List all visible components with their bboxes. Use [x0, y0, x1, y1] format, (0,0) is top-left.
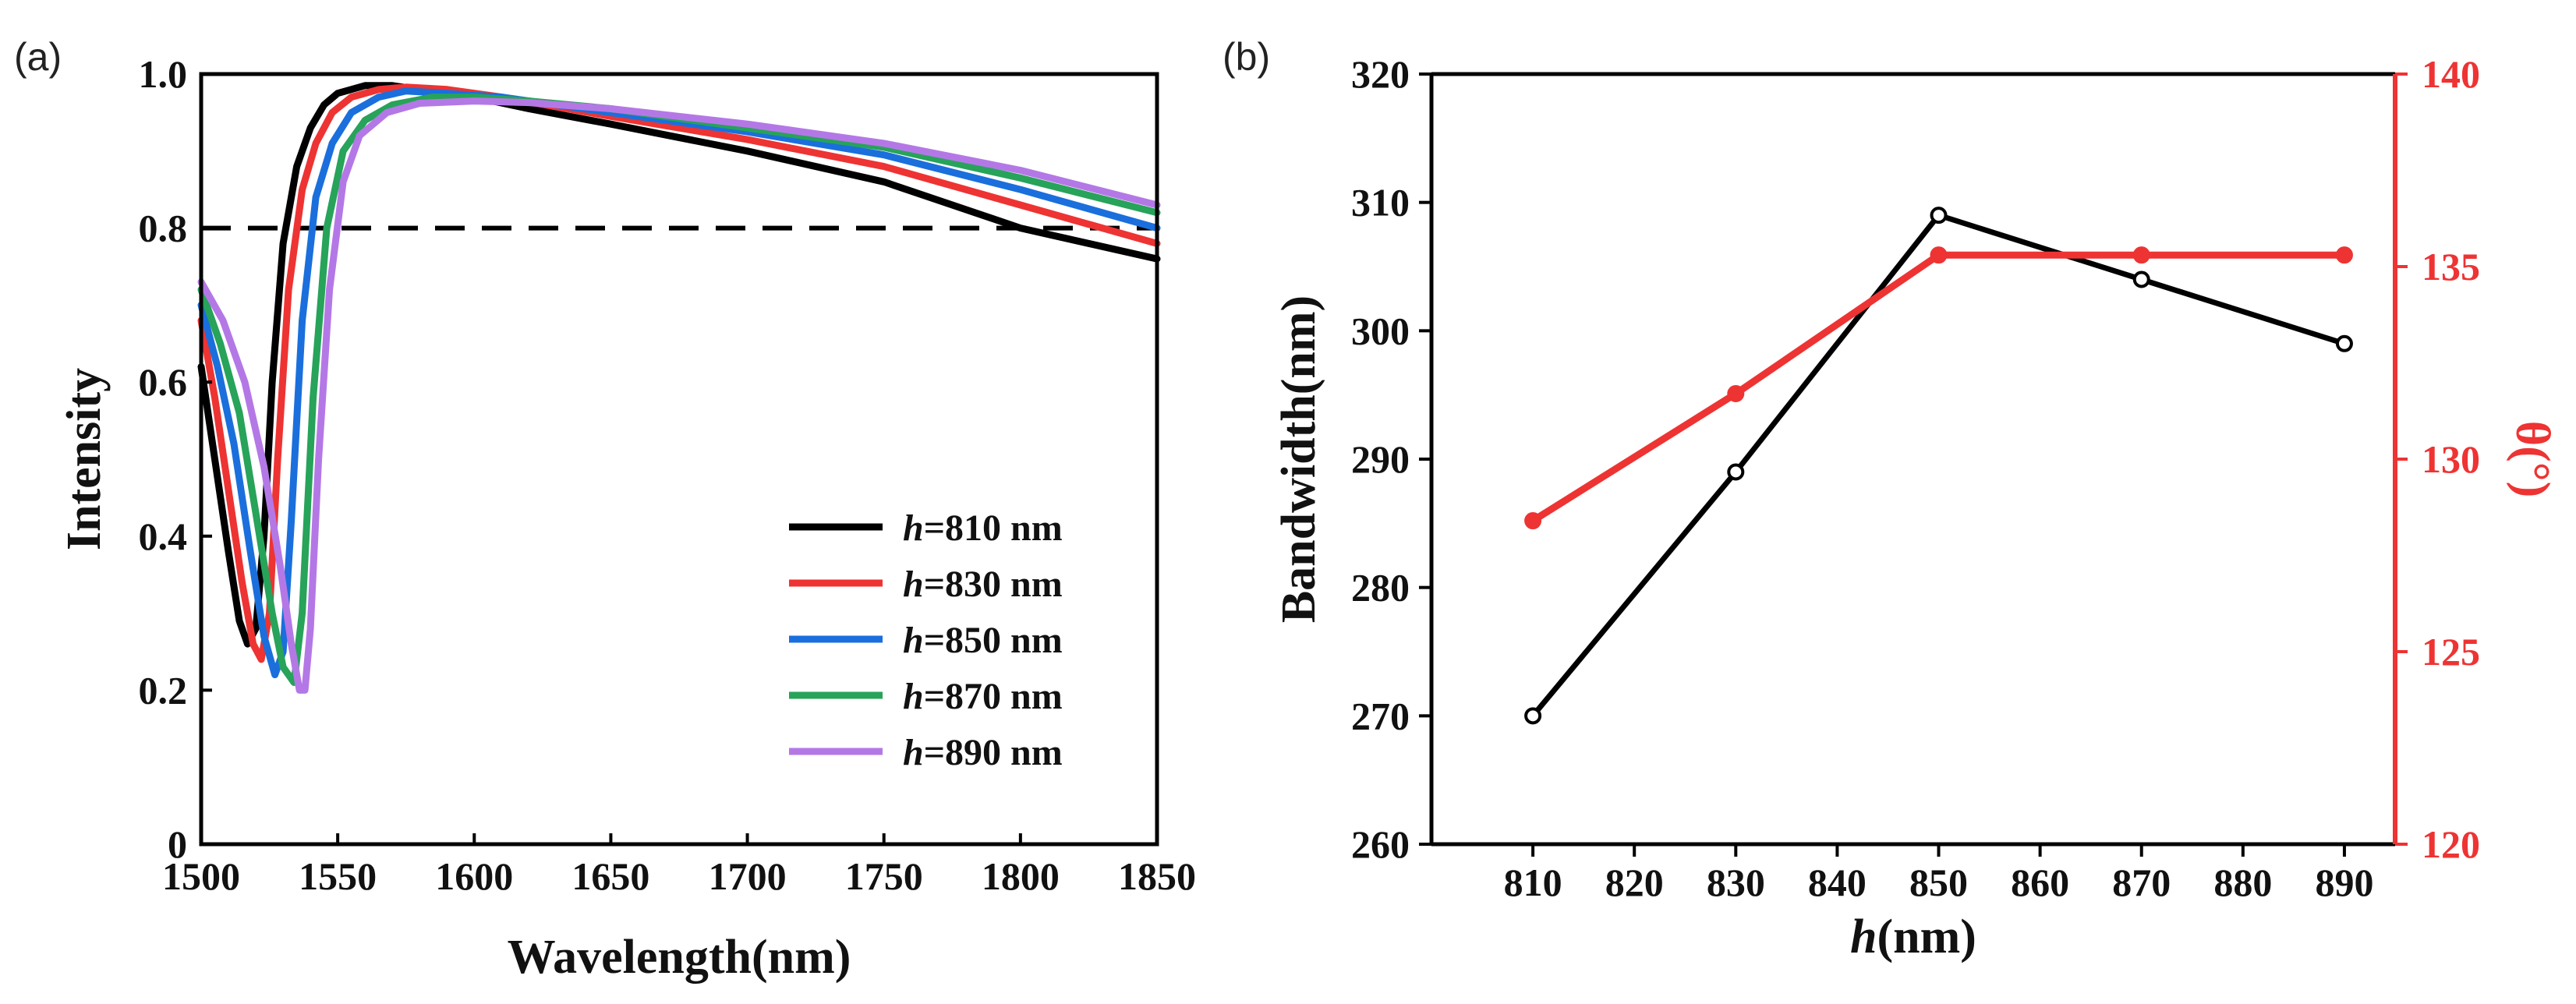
theta-point [2335, 246, 2353, 264]
theta-point [1727, 385, 1745, 403]
panel-b-plot-area [1524, 207, 2353, 725]
legend-label-italic: h [903, 564, 924, 605]
y-tick-label: 0.6 [139, 360, 188, 404]
panel-a-plot-area [197, 82, 1161, 694]
series-line-theta [1530, 251, 2344, 524]
panel-b-x-axis-label: h(nm) [1850, 910, 1976, 963]
legend-label-italic: h [903, 620, 924, 661]
legend-label-italic: h [903, 732, 924, 773]
x-tick-label: 860 [2011, 861, 2069, 904]
right-y-tick-label: 135 [2422, 245, 2480, 288]
series-line-850nm [197, 87, 1161, 679]
y-tick-label: 270 [1351, 694, 1410, 737]
x-tick-label: 890 [2315, 861, 2373, 904]
panel-b-y-ticks: 260 270 280 290 300 310 320 [1351, 52, 1431, 866]
series-line-810nm [197, 82, 1161, 648]
x-tick-label: 810 [1504, 861, 1562, 904]
y-tick-label: 0 [168, 822, 187, 866]
series-line-830nm [197, 83, 1161, 663]
y-tick-label: 300 [1351, 309, 1410, 352]
bandwidth-point [2335, 334, 2353, 352]
x-tick-label: 1500 [162, 854, 240, 898]
theta-point [2132, 246, 2150, 264]
panel-b-x-axis-label-rest: (nm) [1877, 910, 1976, 963]
theta-point [1524, 512, 1542, 530]
panel-b-x-ticks: 810 820 830 840 850 860 870 880 890 [1504, 844, 2373, 904]
x-tick-label: 1600 [435, 854, 513, 898]
panel-b-y-axis-label: Bandwidth(nm) [1272, 295, 1325, 623]
bandwidth-point [1524, 707, 1542, 725]
x-tick-label: 1800 [982, 854, 1060, 898]
legend-label-rest: =870 nm [924, 676, 1063, 717]
y-tick-label: 1.0 [139, 52, 188, 96]
y-tick-label: 0.4 [139, 514, 188, 558]
panel-b-right-y-axis-label: θ(°) [2506, 421, 2559, 497]
y-tick-label: 0.8 [139, 207, 188, 250]
bandwidth-point [1727, 463, 1745, 481]
legend-label: h=830 nm [903, 564, 1063, 605]
x-tick-label: 1850 [1118, 854, 1196, 898]
panel-a-label: (a) [14, 35, 62, 79]
x-tick-label: 840 [1808, 861, 1867, 904]
bandwidth-point [2132, 270, 2150, 288]
legend-label-rest: =850 nm [924, 620, 1063, 661]
y-tick-label: 290 [1351, 437, 1410, 481]
legend-label-italic: h [903, 676, 924, 717]
y-tick-label: 0.2 [139, 668, 188, 712]
theta-point [1930, 246, 1948, 264]
panel-a-frame [199, 72, 1159, 847]
panel-b-right-y-ticks: 120 125 130 135 140 [2395, 52, 2480, 866]
right-y-tick-label: 120 [2422, 822, 2480, 866]
y-tick-label: 310 [1351, 181, 1410, 224]
panel-a-y-axis-label: Intensity [58, 368, 111, 550]
y-tick-label: 260 [1351, 822, 1410, 866]
panel-a-legend: h=810 nmh=830 nmh=850 nmh=870 nmh=890 nm [789, 507, 1063, 773]
panel-b-x-axis-label-italic: h [1850, 910, 1877, 963]
legend-label-rest: =810 nm [924, 507, 1063, 549]
panel-a-x-axis-label: Wavelength(nm) [508, 931, 851, 984]
legend-label: h=870 nm [903, 676, 1063, 717]
right-y-tick-label: 130 [2422, 437, 2480, 481]
panel-a: (a) 1500 1550 1600 1650 1700 1750 1800 1850 0 0.… [14, 35, 1196, 984]
x-tick-label: 870 [2112, 861, 2171, 904]
x-tick-label: 830 [1707, 861, 1765, 904]
right-y-tick-label: 140 [2422, 52, 2480, 96]
y-tick-label: 320 [1351, 52, 1410, 96]
legend-label: h=890 nm [903, 732, 1063, 773]
x-tick-label: 1650 [571, 854, 649, 898]
panel-a-x-ticks: 1500 1550 1600 1650 1700 1750 1800 1850 [162, 833, 1196, 898]
legend-label-italic: h [903, 507, 924, 549]
bandwidth-point [1930, 207, 1948, 224]
panel-a-y-ticks: 0 0.2 0.4 0.6 0.8 1.0 [139, 52, 212, 866]
series-line-890nm [197, 97, 1161, 694]
panel-b: (b) 810 820 830 840 850 860 870 880 890 260 270 28… [1223, 35, 2559, 963]
x-tick-label: 1700 [709, 854, 787, 898]
x-tick-label: 820 [1605, 861, 1664, 904]
legend-label-rest: =890 nm [924, 732, 1063, 773]
x-tick-label: 850 [1909, 861, 1968, 904]
panel-b-label: (b) [1223, 35, 1270, 79]
legend-label-rest: =830 nm [924, 564, 1063, 605]
legend-label: h=810 nm [903, 507, 1063, 549]
x-tick-label: 1550 [299, 854, 377, 898]
series-line-bandwidth [1530, 212, 2345, 718]
x-tick-label: 880 [2213, 861, 2272, 904]
right-y-tick-label: 125 [2422, 630, 2480, 673]
legend-label: h=850 nm [903, 620, 1063, 661]
x-tick-label: 1750 [845, 854, 923, 898]
y-tick-label: 280 [1351, 566, 1410, 610]
